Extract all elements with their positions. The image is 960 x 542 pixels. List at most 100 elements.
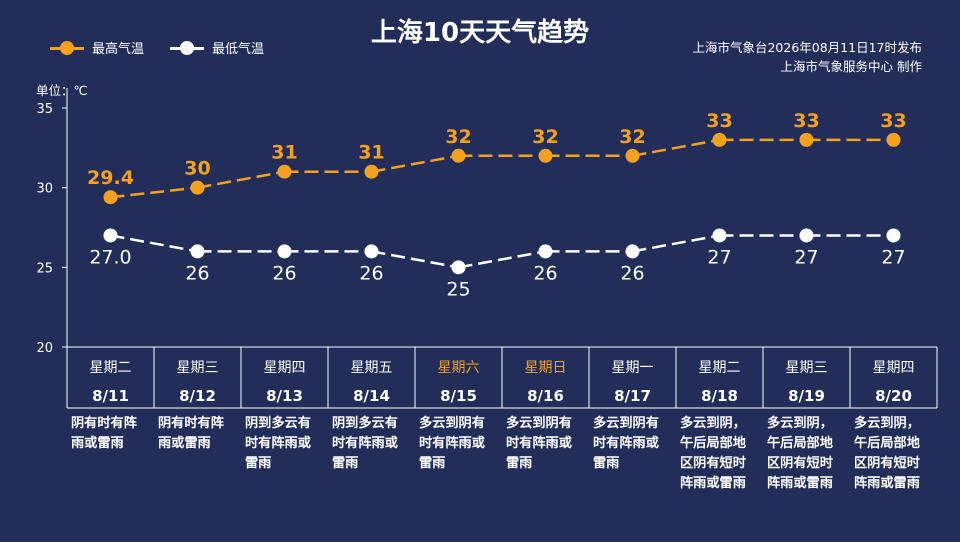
series-high-point xyxy=(103,190,118,205)
weekday-label: 星期四 xyxy=(264,360,306,376)
series-high-point xyxy=(799,132,814,147)
weather-description: 午后局部地 xyxy=(854,434,920,451)
series-low-data-label: 27.0 xyxy=(89,246,131,268)
legend-item-low: 最低气温 xyxy=(170,38,264,57)
y-tick-label: 35 xyxy=(36,102,53,117)
series-low-point xyxy=(364,244,379,259)
series-high-data-label: 29.4 xyxy=(87,167,134,189)
weather-description: 区阴有短时 xyxy=(767,454,833,471)
series-low-point xyxy=(190,244,205,259)
weather-description: 午后局部地 xyxy=(767,434,833,451)
date-label: 8/18 xyxy=(701,387,738,405)
series-high-data-label: 33 xyxy=(793,110,819,132)
series-low-data-label: 26 xyxy=(359,262,383,284)
series-high-point xyxy=(625,148,640,163)
series-low-segment xyxy=(458,250,546,269)
series-high-point xyxy=(712,132,727,147)
weather-description: 雷雨 xyxy=(593,454,619,471)
series-high-segment xyxy=(110,186,198,199)
weekday-label: 星期二 xyxy=(699,360,741,376)
series-low-point xyxy=(451,260,466,275)
series-high-segment xyxy=(371,154,459,173)
weekday-label: 星期四 xyxy=(873,360,915,376)
weather-description: 雨或雷雨 xyxy=(158,434,211,451)
weather-description: 阴到多云有 xyxy=(332,414,398,431)
date-label: 8/15 xyxy=(440,387,477,405)
weather-description: 时有阵雨或 xyxy=(593,434,659,451)
y-tick-label: 30 xyxy=(36,182,53,197)
legend: 最高气温 最低气温 xyxy=(50,38,290,57)
series-high-point xyxy=(364,164,379,179)
series-low-point xyxy=(277,244,292,259)
weather-description: 多云到阴， xyxy=(680,414,746,431)
weather-description: 阴有时有阵 xyxy=(71,414,137,431)
weekday-label: 星期三 xyxy=(177,360,219,376)
source-info: 上海市气象台2026年08月11日17时发布 上海市气象服务中心 制作 xyxy=(692,38,922,76)
series-high-segment xyxy=(197,170,285,189)
unit-label: 单位：℃ xyxy=(36,83,88,98)
weather-description: 阵雨或雷雨 xyxy=(767,474,833,491)
weekday-label: 星期三 xyxy=(786,360,828,376)
series-low-data-label: 26 xyxy=(185,262,209,284)
series-low-point xyxy=(538,244,553,259)
date-label: 8/14 xyxy=(353,387,390,405)
date-label: 8/17 xyxy=(614,387,651,405)
weather-description: 区阴有短时 xyxy=(680,454,746,471)
series-low-segment xyxy=(110,234,198,253)
series-high-data-label: 30 xyxy=(184,158,210,180)
series-low-data-label: 26 xyxy=(272,262,296,284)
series-low-point xyxy=(886,228,901,243)
series-high-point xyxy=(277,164,292,179)
source-producer: 上海市气象服务中心 制作 xyxy=(780,59,922,74)
weather-description: 时有阵雨或 xyxy=(245,434,311,451)
date-label: 8/19 xyxy=(788,387,825,405)
weather-description: 时有阵雨或 xyxy=(506,434,572,451)
weather-description: 多云到阴有 xyxy=(419,414,485,431)
date-label: 8/11 xyxy=(92,387,129,405)
series-low-data-label: 27 xyxy=(794,246,818,268)
series-high-point xyxy=(538,148,553,163)
series-high-data-label: 33 xyxy=(880,110,906,132)
weather-description: 多云到阴， xyxy=(767,414,833,431)
series-low-point xyxy=(103,228,118,243)
weather-description: 雷雨 xyxy=(245,454,271,471)
weather-description: 多云到阴有 xyxy=(506,414,572,431)
weather-description: 阴到多云有 xyxy=(245,414,311,431)
series-high-data-label: 31 xyxy=(358,142,384,164)
series-high-segment xyxy=(632,138,720,158)
date-label: 8/12 xyxy=(179,387,216,405)
weather-description: 雷雨 xyxy=(506,454,532,471)
series-low-segment xyxy=(632,234,720,253)
source-publisher: 上海市气象台2026年08月11日17时发布 xyxy=(692,40,922,55)
weekday-label: 星期二 xyxy=(90,360,132,376)
series-low-point xyxy=(799,228,814,243)
weather-description: 阴有时有阵 xyxy=(158,414,224,431)
weather-description: 雨或雷雨 xyxy=(71,434,124,451)
series-low-data-label: 27 xyxy=(707,246,731,268)
series-high-point xyxy=(886,132,901,147)
series-low-data-label: 26 xyxy=(620,262,644,284)
legend-marker-low xyxy=(170,40,205,55)
series-low-data-label: 26 xyxy=(533,262,557,284)
weather-description: 阵雨或雷雨 xyxy=(680,474,746,491)
chart-title: 上海10天天气趋势 xyxy=(370,18,590,48)
series-low-data-label: 25 xyxy=(446,278,470,300)
weather-description: 多云到阴有 xyxy=(593,414,659,431)
legend-item-high: 最高气温 xyxy=(50,38,144,57)
weekday-label: 星期一 xyxy=(612,360,654,376)
weather-description: 区阴有短时 xyxy=(854,454,920,471)
series-high-data-label: 32 xyxy=(532,126,558,148)
series-high-data-label: 33 xyxy=(706,110,732,132)
series-high-point xyxy=(190,180,205,195)
weather-description: 雷雨 xyxy=(419,454,445,471)
weekday-label: 星期六 xyxy=(438,360,480,376)
legend-label-high: 最高气温 xyxy=(92,42,145,57)
y-tick-label: 20 xyxy=(36,341,53,356)
weekday-label: 星期日 xyxy=(525,360,567,376)
series-high-point xyxy=(451,148,466,163)
legend-marker-high xyxy=(50,40,84,55)
series-low-point xyxy=(712,228,727,243)
series-high-data-label: 31 xyxy=(271,142,297,164)
series-high-data-label: 32 xyxy=(445,126,471,148)
